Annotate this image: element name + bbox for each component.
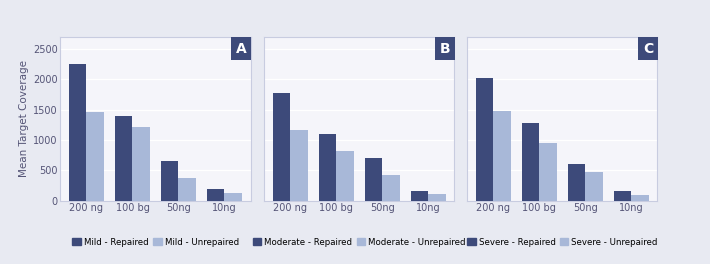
Bar <box>69 64 87 201</box>
Bar <box>365 158 382 201</box>
Bar <box>614 191 631 201</box>
Text: A: A <box>236 42 246 56</box>
Text: B: B <box>439 42 450 56</box>
Bar <box>273 93 290 201</box>
Bar <box>568 164 585 201</box>
Bar <box>411 191 428 201</box>
Y-axis label: Mean Target Coverage: Mean Target Coverage <box>18 60 28 177</box>
Bar <box>115 116 133 201</box>
Bar <box>319 134 337 201</box>
Bar <box>161 161 178 201</box>
Bar <box>224 193 242 201</box>
Bar <box>493 111 510 201</box>
Bar <box>382 175 400 201</box>
Bar <box>476 78 493 201</box>
Bar <box>207 188 224 201</box>
Bar <box>178 178 196 201</box>
Bar <box>133 127 150 201</box>
Legend: Mild - Repaired, Mild - Unrepaired: Mild - Repaired, Mild - Unrepaired <box>69 234 242 250</box>
Text: C: C <box>643 42 653 56</box>
Bar <box>585 172 603 201</box>
Bar <box>522 123 540 201</box>
Bar <box>631 195 649 201</box>
Bar <box>428 194 446 201</box>
Legend: Moderate - Repaired, Moderate - Unrepaired: Moderate - Repaired, Moderate - Unrepair… <box>249 234 469 250</box>
Bar <box>337 151 354 201</box>
Bar <box>290 130 307 201</box>
Bar <box>87 111 104 201</box>
Bar <box>540 143 557 201</box>
Legend: Severe - Repaired, Severe - Unrepaired: Severe - Repaired, Severe - Unrepaired <box>464 234 661 250</box>
